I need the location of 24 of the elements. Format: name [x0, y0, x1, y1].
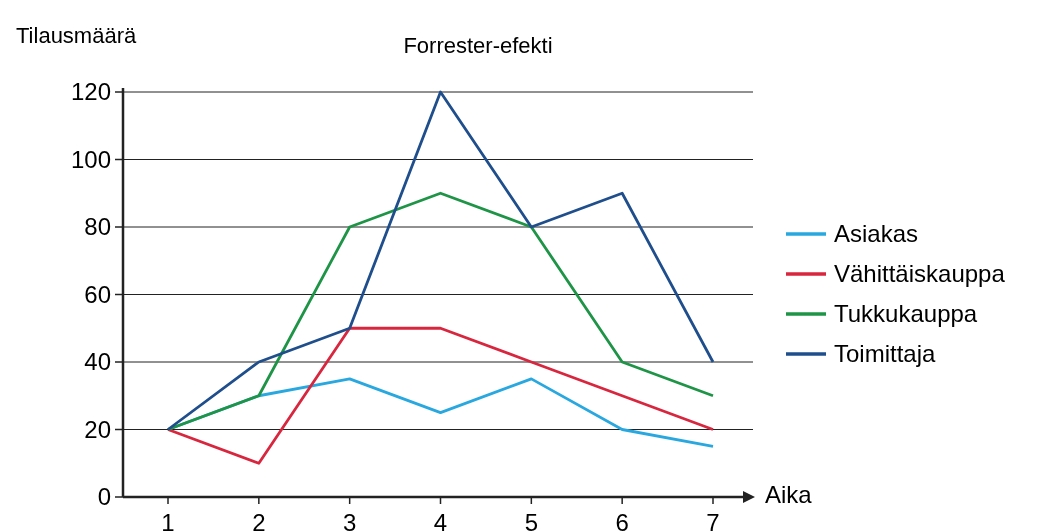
- line-series: [166, 326, 715, 465]
- x-axis-title: Aika: [765, 481, 813, 508]
- y-tick-label: 20: [84, 415, 111, 443]
- y-tick-label: 60: [84, 280, 111, 308]
- x-tick-label: 4: [433, 509, 448, 531]
- legend-label: Tukkukauppa: [834, 300, 978, 328]
- line-series: [166, 191, 715, 431]
- x-tick-label: 3: [342, 509, 357, 531]
- x-tick-label: 2: [252, 509, 266, 531]
- y-tick-label: 100: [70, 145, 111, 173]
- chart-title: Forrester-efekti: [403, 33, 553, 58]
- y-tick-label: 40: [84, 348, 111, 376]
- y-tick-label: 120: [70, 78, 111, 106]
- y-tick-label: 80: [84, 213, 111, 241]
- y-axis-title: Tilausmäärä: [16, 23, 137, 48]
- x-tick-label: 6: [615, 509, 629, 531]
- legend-label: Asiakas: [834, 220, 919, 248]
- legend-label: Vähittäiskauppa: [834, 260, 1006, 288]
- legend-label: Toimittaja: [834, 340, 937, 368]
- x-tick-label: 7: [706, 509, 720, 531]
- x-tick-label: 5: [524, 509, 539, 531]
- y-tick-label: 0: [97, 483, 111, 511]
- line-series: [166, 90, 715, 431]
- x-tick-label: 1: [161, 509, 175, 531]
